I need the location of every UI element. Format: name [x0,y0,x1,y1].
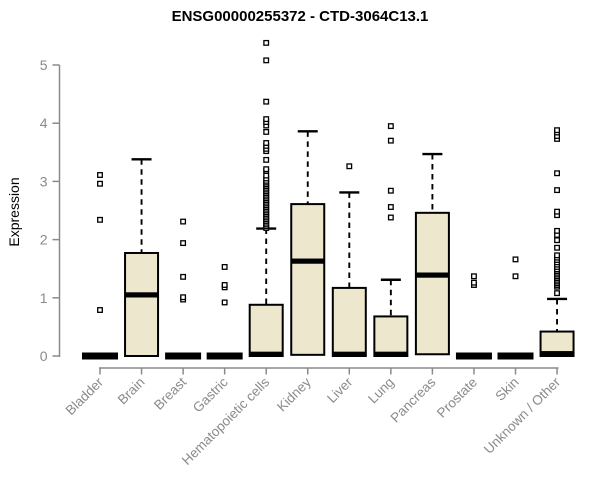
chart-title: ENSG00000255372 - CTD-3064C13.1 [172,8,429,25]
outlier-point [263,140,270,146]
y-tick-label: 4 [40,115,48,131]
x-tick-label: Kidney [274,374,314,414]
x-tick-label: Skin [492,375,521,404]
outlier-point [263,57,270,64]
box [414,211,450,356]
outlier-point [263,156,270,163]
y-tick-label: 5 [40,57,48,73]
outlier-point [97,307,103,313]
outlier-point [263,172,270,179]
outlier-point [554,208,560,215]
outlier-point [387,204,394,210]
outlier-point [346,163,353,170]
median-line [540,351,574,357]
y-tick-label: 2 [40,232,48,248]
box [248,303,284,357]
outlier-point [554,252,560,259]
outlier-point [97,172,103,178]
x-tick-label: Lung [365,375,397,407]
box [290,203,326,356]
y-tick-label: 0 [40,348,48,364]
outlier-point [387,187,394,194]
outlier-point [387,123,394,130]
outlier-point [180,240,187,247]
collapsed-box [455,352,492,360]
outlier-point [387,214,394,221]
median-line [374,351,408,357]
collapsed-box [497,352,534,360]
median-line [125,292,159,298]
outlier-point [470,273,477,280]
outlier-point [221,264,228,270]
outlier-point [97,216,103,223]
y-tick-label: 1 [40,290,48,306]
box [331,286,367,358]
outlier-point [180,294,187,301]
collapsed-box [165,352,202,360]
box [373,315,409,358]
outlier-point [554,170,560,177]
x-tick-label: Prostate [434,375,480,421]
median-line [415,272,449,278]
collapsed-box [82,352,118,360]
outlier-point [263,116,270,123]
outlier-point [263,98,270,105]
median-line [332,351,366,357]
outlier-point [512,273,519,280]
outlier-point [221,282,228,288]
outlier-point [512,256,519,263]
outlier-point [387,137,394,144]
x-tick-label: Brain [115,375,148,408]
x-tick-label: Breast [151,374,189,412]
median-line [249,351,283,357]
outlier-point [554,127,560,134]
outlier-point [554,290,560,297]
outlier-point [554,227,560,234]
x-tick-label: Liver [324,374,356,406]
x-tick-label: Gastric [190,374,231,415]
outlier-point [554,237,560,244]
y-axis-title: Expression [6,177,22,246]
outlier-point [263,39,270,46]
collapsed-box [206,352,243,360]
outlier-point [180,273,187,280]
x-tick-label: Pancreas [388,374,439,425]
outlier-point [263,128,270,135]
outlier-point [263,166,270,173]
outlier-point [470,279,477,286]
outlier-point [180,218,187,225]
x-tick-label: Bladder [63,374,107,418]
median-line [291,258,325,264]
outlier-point [554,187,560,194]
outlier-point [554,244,560,251]
box [124,251,160,357]
outlier-point [97,180,103,187]
x-tick-label: Unknown / Other [481,374,564,457]
outlier-point [221,299,228,306]
y-tick-label: 3 [40,173,48,189]
